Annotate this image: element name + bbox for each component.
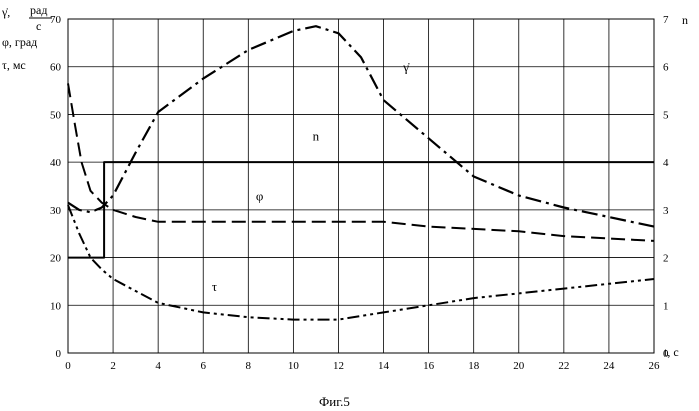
y-left-tick-label: 0: [56, 348, 62, 360]
series-label-tau: τ: [212, 279, 217, 294]
y-left-tick-label: 30: [50, 205, 62, 217]
series-lines: [68, 26, 654, 319]
y-left-label-gammadot: γ̇,: [1, 5, 10, 19]
x-axis-label: t, с: [664, 345, 679, 359]
y-left-tick-label: 50: [50, 109, 62, 121]
y-right-tick-label: 3: [663, 205, 669, 217]
x-tick-label: 0: [65, 360, 71, 372]
series-line-gammadot: [68, 26, 654, 226]
x-tick-label: 10: [288, 360, 300, 372]
y-left-tick-label: 60: [50, 62, 62, 74]
x-tick-label: 22: [558, 360, 569, 372]
x-tick-label: 16: [423, 360, 435, 372]
y-left-tick-label: 70: [50, 14, 62, 26]
axes: [68, 19, 654, 353]
x-tick-label: 12: [333, 360, 344, 372]
y-left-tick-label: 10: [50, 300, 62, 312]
y-right-tick-label: 5: [663, 109, 669, 121]
x-tick-label: 20: [513, 360, 525, 372]
x-tick-label: 4: [155, 360, 161, 372]
y-left-label-tau: τ, мс: [2, 58, 26, 72]
y-left-tick-label: 20: [50, 253, 62, 265]
plot-frame: [68, 19, 654, 353]
figure-caption: Фиг.5: [319, 394, 350, 409]
x-tick-label: 2: [110, 360, 116, 372]
y-right-tick-label: 4: [663, 157, 669, 169]
series-label-n: n: [313, 129, 320, 144]
x-tick-label: 6: [200, 360, 206, 372]
y-right-label: n: [682, 13, 688, 27]
tick-labels: 0246810121416182022242601020304050607001…: [50, 14, 669, 372]
y-left-label-rad: рад: [30, 3, 47, 17]
x-tick-label: 24: [603, 360, 615, 372]
y-right-tick-label: 7: [663, 14, 669, 26]
y-left-label-phi: φ, град: [2, 35, 37, 49]
y-left-label-per-second: с: [36, 19, 41, 33]
y-right-tick-label: 1: [663, 300, 669, 312]
x-tick-label: 8: [246, 360, 252, 372]
x-tick-label: 26: [649, 360, 661, 372]
y-right-tick-label: 2: [663, 253, 669, 265]
y-right-tick-label: 6: [663, 62, 669, 74]
series-label-gammadot: γ̇: [402, 59, 410, 74]
series-label-phi: φ: [256, 188, 264, 203]
x-tick-label: 14: [378, 360, 390, 372]
grid: [68, 19, 654, 353]
y-left-tick-label: 40: [50, 157, 62, 169]
x-tick-label: 18: [468, 360, 480, 372]
